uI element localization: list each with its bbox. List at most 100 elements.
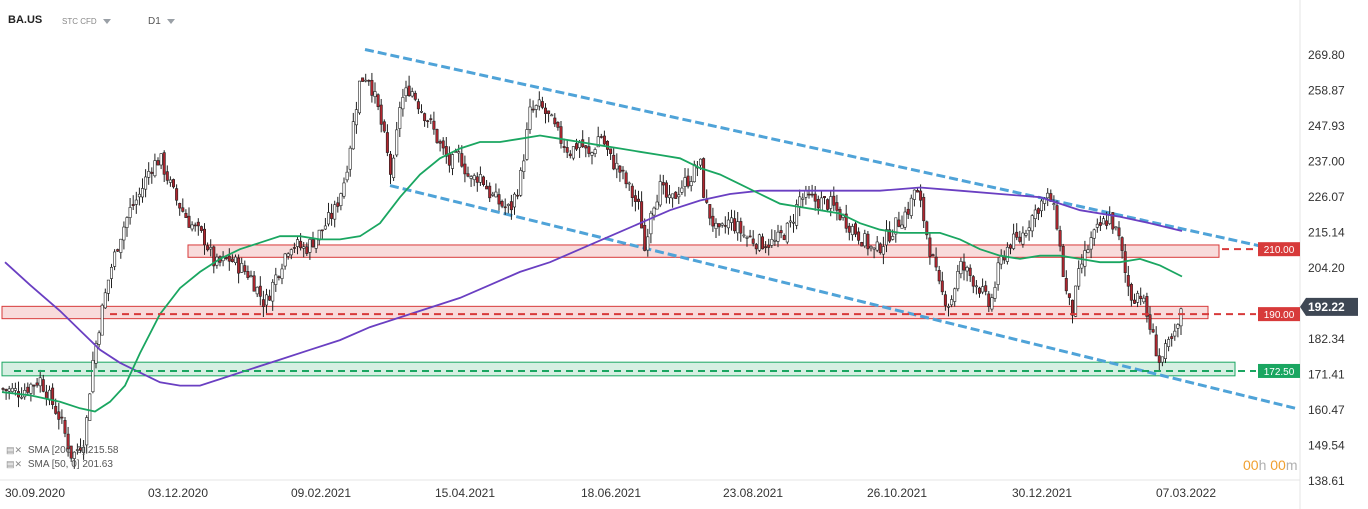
candle — [776, 231, 780, 242]
candle — [1114, 226, 1118, 229]
candle — [1064, 278, 1068, 292]
candle — [500, 201, 504, 207]
candle — [726, 219, 730, 229]
candle — [416, 101, 420, 110]
candle — [509, 201, 513, 211]
candle — [147, 171, 151, 178]
candle — [872, 247, 876, 250]
x-tick-label: 30.09.2020 — [5, 486, 65, 500]
candle — [853, 223, 857, 235]
candle — [540, 101, 544, 108]
candle — [717, 223, 721, 228]
y-tick-label: 149.54 — [1308, 439, 1345, 453]
candle — [516, 194, 520, 197]
candle — [615, 162, 619, 170]
legend-sma50-value: 201.63 — [82, 459, 113, 470]
candle — [1052, 203, 1056, 205]
candle — [578, 142, 582, 148]
candle — [333, 204, 337, 220]
level-price-label: 172.50 — [1264, 367, 1295, 378]
current-price-label: 192.22 — [1308, 300, 1345, 314]
candle — [736, 221, 740, 234]
candle — [512, 193, 516, 208]
candle — [813, 193, 817, 202]
x-tick-label: 03.12.2020 — [148, 486, 208, 500]
candle — [791, 221, 795, 224]
candle — [906, 208, 910, 215]
candle — [184, 212, 188, 218]
candle — [206, 245, 210, 251]
candle — [1120, 237, 1124, 251]
candle — [388, 153, 392, 175]
candle — [943, 294, 947, 306]
candle — [469, 176, 473, 179]
candle — [754, 244, 758, 250]
candle — [531, 108, 535, 111]
candle — [252, 275, 256, 292]
candle — [897, 219, 901, 227]
candle — [574, 143, 578, 150]
candle — [751, 238, 755, 244]
candle — [385, 132, 389, 153]
candle — [565, 147, 569, 153]
candle — [884, 229, 888, 246]
candle — [711, 215, 715, 227]
candle — [274, 274, 278, 285]
candle — [850, 226, 854, 236]
candle — [348, 147, 352, 170]
candle — [29, 383, 33, 394]
candle — [1142, 297, 1146, 303]
candle — [649, 212, 653, 235]
candle — [801, 197, 805, 200]
candle — [91, 360, 95, 393]
candle — [1148, 314, 1152, 330]
candle — [745, 237, 749, 239]
candle — [4, 389, 8, 392]
candle — [32, 384, 36, 387]
interval-dropdown[interactable]: D1 — [148, 16, 175, 27]
candle — [268, 295, 272, 301]
x-tick-label: 18.06.2021 — [581, 486, 641, 500]
candle — [767, 244, 771, 248]
candle — [320, 229, 324, 232]
candle — [472, 175, 476, 181]
level-price-tag — [1258, 363, 1300, 378]
candle — [925, 221, 929, 236]
candle — [289, 249, 293, 256]
candle — [996, 262, 1000, 285]
legend-sma200[interactable]: ▤✕ SMA [200, 0] 215.58 — [6, 445, 118, 456]
candle — [822, 196, 826, 199]
candle — [832, 195, 836, 206]
y-tick-label: 138.61 — [1308, 474, 1345, 488]
candle — [708, 204, 712, 219]
candle — [909, 197, 913, 216]
candle — [1089, 237, 1093, 250]
candle — [392, 157, 396, 178]
candle — [1033, 209, 1037, 220]
x-tick-label: 07.03.2022 — [1156, 486, 1216, 500]
candle — [729, 217, 733, 223]
symbol-label[interactable]: BA.US — [8, 14, 43, 26]
candle — [407, 85, 411, 97]
candle — [38, 377, 42, 387]
candle — [680, 187, 684, 193]
candle — [13, 388, 17, 391]
legend-sma50[interactable]: ▤✕ SMA [50, 0] 201.63 — [6, 459, 113, 470]
candle — [915, 190, 919, 193]
candle — [485, 185, 489, 190]
candle — [900, 224, 904, 229]
candle — [742, 234, 746, 237]
candle — [175, 188, 179, 201]
candle — [1005, 246, 1009, 262]
candle — [302, 246, 306, 249]
candle — [128, 207, 132, 218]
instrument-type-dropdown[interactable]: STC CFD — [62, 17, 111, 26]
candle — [141, 188, 145, 198]
candle — [419, 111, 423, 113]
candle — [816, 198, 820, 209]
candle — [283, 253, 287, 267]
candle — [940, 280, 944, 293]
candle — [568, 153, 572, 157]
candle — [162, 152, 166, 175]
